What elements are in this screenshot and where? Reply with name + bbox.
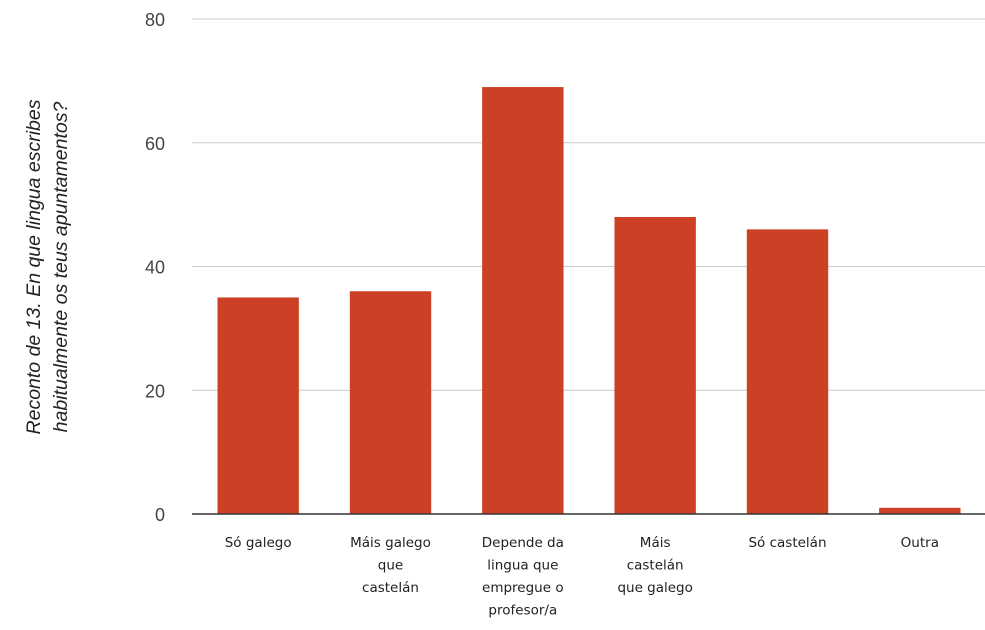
y-tick-label: 40: [145, 258, 165, 278]
x-tick-label: Outra: [901, 535, 939, 551]
x-tick-label-line: lingua que: [487, 558, 558, 574]
y-axis-ticks: 0 20 40 60 80: [145, 10, 165, 525]
x-tick-label: Máis castelán que galego: [617, 535, 692, 596]
y-tick-label: 80: [145, 10, 165, 30]
bars: [217, 87, 961, 514]
x-tick-label-line: empregue o: [482, 580, 564, 596]
x-tick-label: Máis galego que castelán: [350, 535, 431, 596]
x-tick-label-line: profesor/a: [488, 603, 557, 619]
x-tick-label-line: Só galego: [225, 535, 292, 551]
bar: [746, 229, 829, 514]
x-tick-label-line: Só castelán: [748, 535, 826, 551]
x-tick-label-line: Outra: [901, 535, 939, 551]
x-tick-label-line: Máis galego: [350, 535, 431, 551]
x-tick-label-line: que galego: [617, 580, 692, 596]
y-tick-label: 0: [155, 505, 165, 525]
bar: [482, 87, 564, 514]
y-tick-label: 60: [145, 134, 165, 154]
x-tick-label-line: castelán: [627, 558, 684, 574]
x-tick-label-line: Máis: [640, 535, 671, 551]
bar: [879, 507, 961, 514]
x-tick-label: Só galego: [225, 535, 292, 551]
y-tick-label: 20: [145, 381, 165, 401]
x-tick-label-line: castelán: [362, 580, 419, 596]
bar: [614, 217, 696, 514]
bar: [217, 297, 299, 514]
x-tick-label-line: Depende da: [482, 535, 564, 551]
y-axis-label-line: habitualmente os teus apuntamentos?: [50, 102, 72, 433]
x-axis-ticks: Só galego Máis galego que castelán Depende d…: [225, 535, 939, 619]
gridlines: [192, 18, 985, 391]
x-tick-label: Depende da lingua que empregue o profesor/a: [482, 535, 564, 619]
bar: [349, 291, 432, 514]
y-axis-label-line: Reconto de 13. En que lingua escribes: [23, 99, 45, 434]
x-tick-label: Só castelán: [748, 535, 826, 551]
y-axis-label: Reconto de 13. En que lingua escribes hab…: [23, 99, 72, 434]
x-tick-label-line: que: [378, 558, 403, 574]
